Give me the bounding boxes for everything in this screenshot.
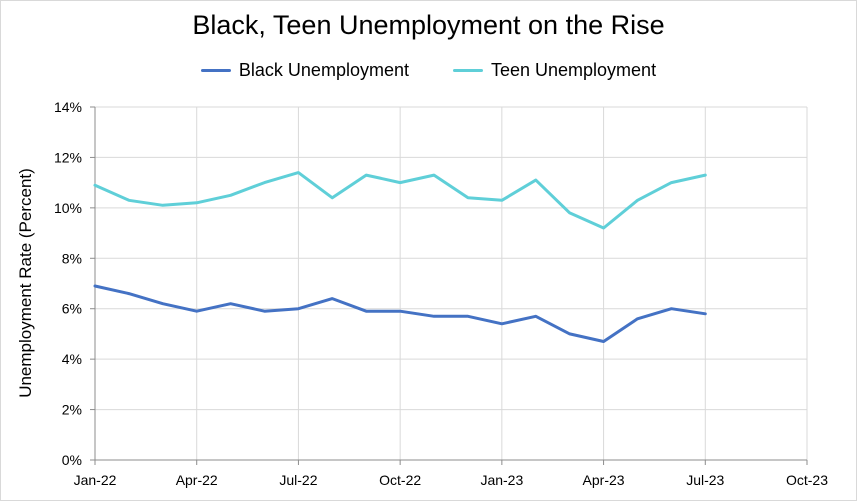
legend-swatch-teen <box>452 69 483 72</box>
legend-item-teen: Teen Unemployment <box>452 60 657 81</box>
x-tick-label: Apr-23 <box>583 472 625 488</box>
x-tick-label: Oct-23 <box>786 472 828 488</box>
y-tick-label: 14% <box>54 99 82 115</box>
series-line-teen-unemployment <box>93 171 707 230</box>
series-line-black-unemployment <box>93 284 707 343</box>
x-tick-label: Oct-22 <box>379 472 421 488</box>
chart-legend: Black Unemployment Teen Unemployment <box>0 60 857 81</box>
legend-item-black: Black Unemployment <box>200 60 409 81</box>
legend-label-teen: Teen Unemployment <box>490 60 657 80</box>
y-tick-label: 8% <box>62 250 82 266</box>
y-tick-label: 2% <box>62 402 82 418</box>
x-tick-label: Jul-22 <box>279 472 317 488</box>
y-tick-label: 12% <box>54 149 82 165</box>
legend-label-black: Black Unemployment <box>238 60 409 80</box>
x-tick-label: Apr-22 <box>176 472 218 488</box>
y-tick-label: 10% <box>54 200 82 216</box>
y-tick-label: 0% <box>62 452 82 468</box>
y-tick-label: 4% <box>62 351 82 367</box>
x-tick-label: Jan-22 <box>74 472 117 488</box>
chart-title: Black, Teen Unemployment on the Rise <box>192 10 665 40</box>
x-tick-label: Jan-23 <box>480 472 523 488</box>
legend-swatch-black <box>200 69 231 72</box>
x-tick-label: Jul-23 <box>686 472 724 488</box>
y-tick-label: 6% <box>62 301 82 317</box>
